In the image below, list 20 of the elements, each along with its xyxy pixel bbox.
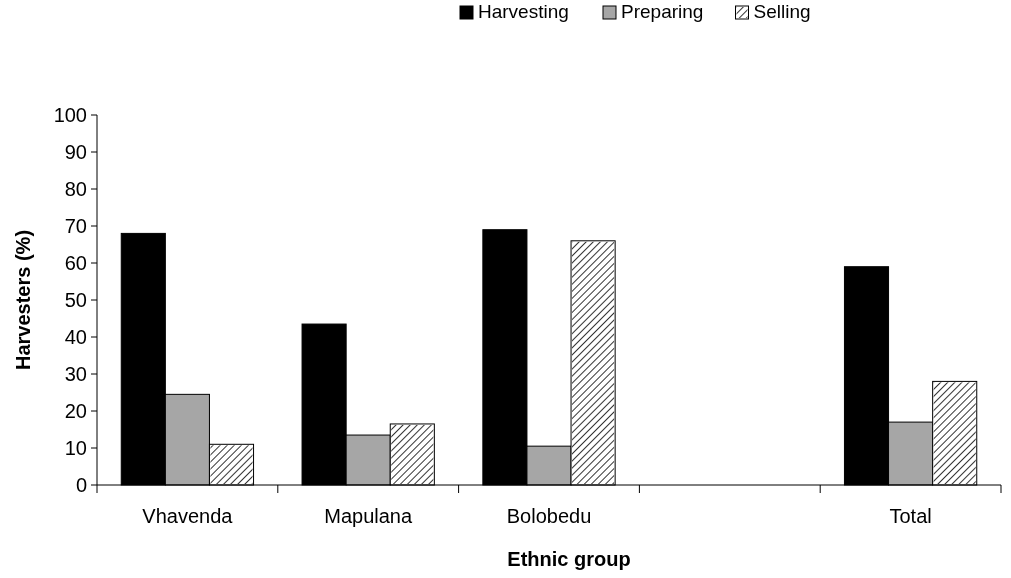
y-tick-label: 30	[64, 363, 87, 385]
y-tick-label: 70	[64, 215, 87, 237]
x-tick-label: Bolobedu	[506, 505, 592, 527]
y-tick-label: 20	[64, 400, 87, 422]
x-axis-title: Ethnic group	[507, 548, 631, 570]
y-tick-label: 100	[53, 104, 87, 126]
y-tick-label: 40	[64, 326, 87, 348]
y-axis-title: Harvesters (%)	[12, 229, 34, 371]
x-tick-label: Mapulana	[324, 505, 413, 527]
y-tick-label: 0	[75, 474, 87, 496]
legend-label: Harvesting	[478, 1, 569, 22]
y-tick-label: 50	[64, 289, 87, 311]
y-tick-label: 80	[64, 178, 87, 200]
x-tick-label: Vhavenda	[142, 505, 234, 527]
y-tick-label: 90	[64, 141, 87, 163]
legend-label: Preparing	[621, 1, 704, 22]
y-tick-label: 60	[64, 252, 87, 274]
y-tick-label: 10	[64, 437, 87, 459]
x-tick-label: Total	[889, 505, 932, 527]
legend-label: Selling	[753, 1, 811, 22]
